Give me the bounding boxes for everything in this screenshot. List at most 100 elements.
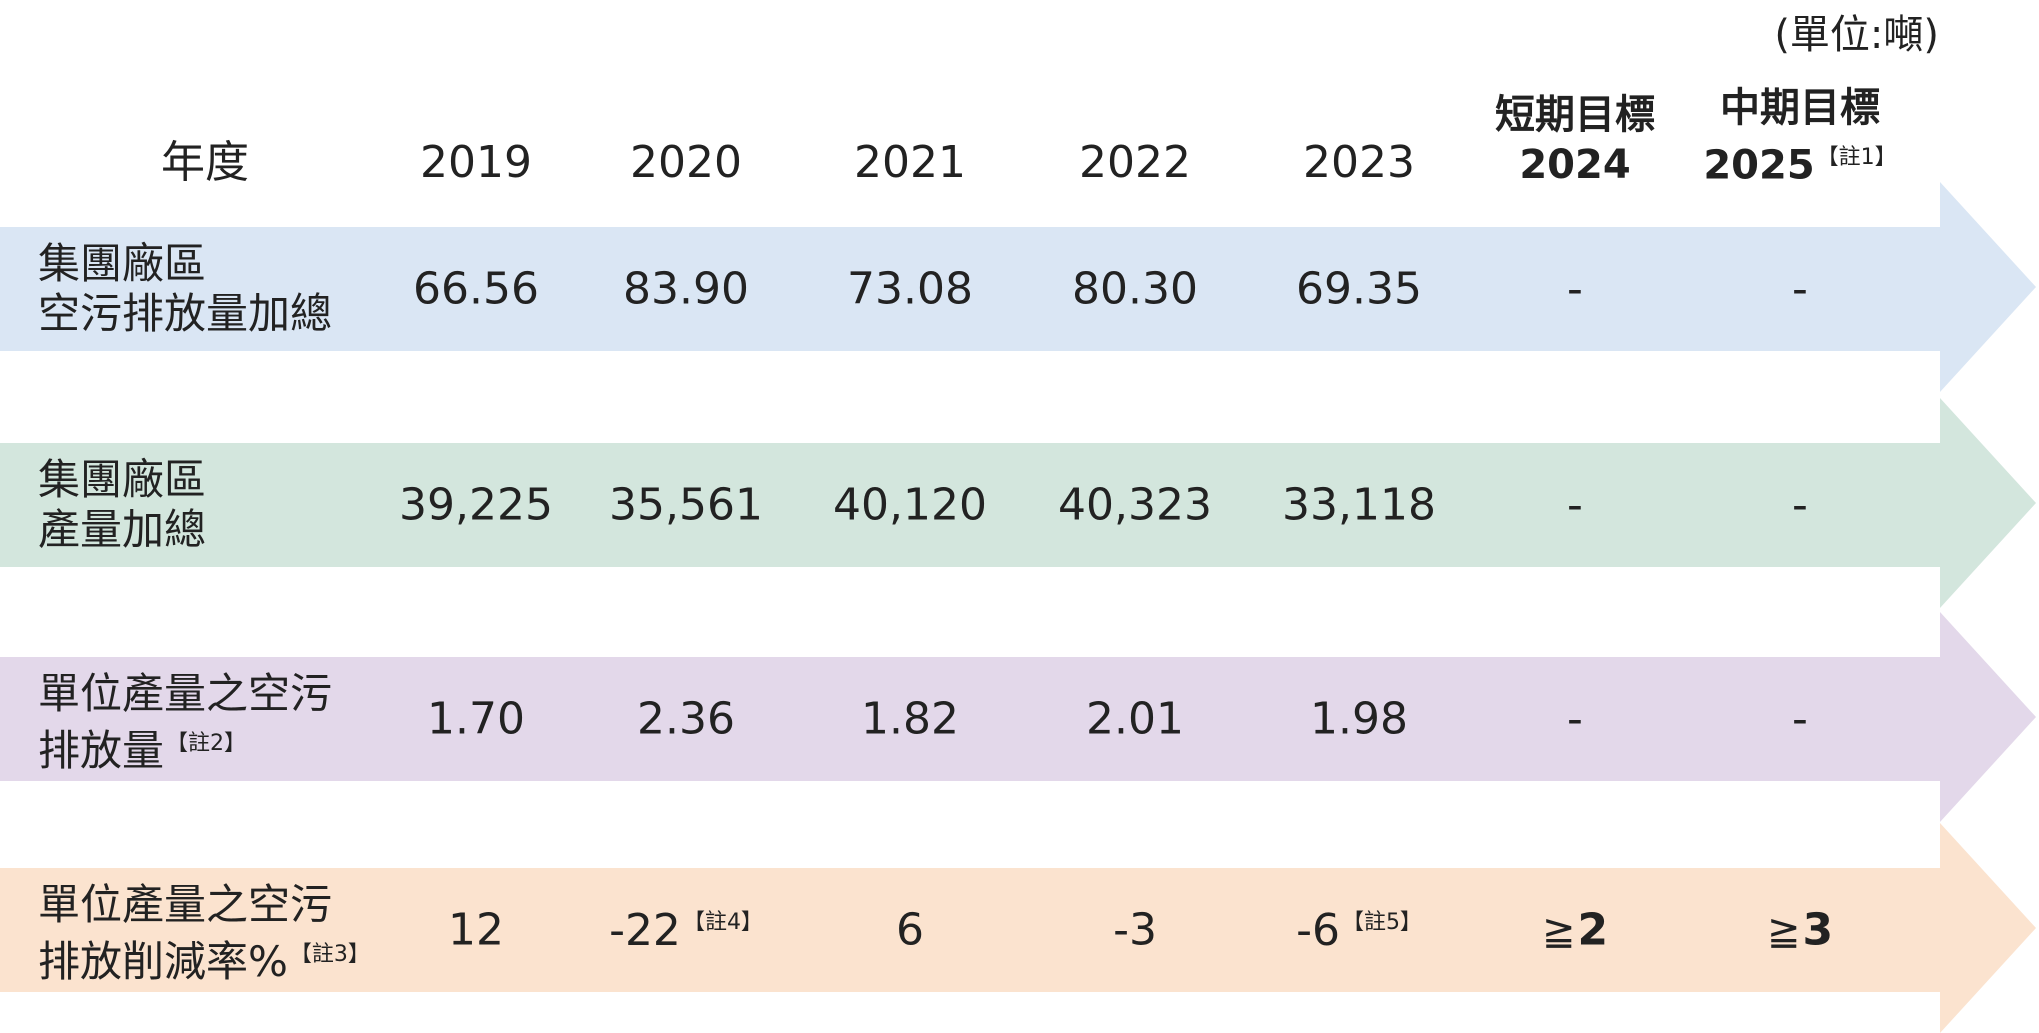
value-text: 6 <box>896 904 924 956</box>
value-cell: 83.90 <box>623 264 749 315</box>
value-text: 66.56 <box>413 263 539 315</box>
value-text: 69.35 <box>1296 263 1422 315</box>
value-cell: - <box>1792 480 1808 531</box>
year-2022-header: 2022 <box>1079 137 1191 188</box>
row-label-line1: 集團廠區 <box>38 239 207 288</box>
row-label-line1: 單位產量之空污 <box>38 669 333 718</box>
table-header: 年度 2019 2020 2021 2022 2023 短期目標 2024 中期… <box>0 70 2039 190</box>
value-text: 40,120 <box>833 479 987 531</box>
value-text: - <box>1567 479 1583 531</box>
unit-note: (單位:噸) <box>1774 12 1939 58</box>
value-text: 3 <box>1802 904 1834 956</box>
row-label-note: 【註2】 <box>166 731 247 756</box>
value-cell: - <box>1567 694 1583 745</box>
value-text: 1.70 <box>427 693 525 745</box>
year-2019-header: 2019 <box>420 137 532 188</box>
mid-term-target-label: 中期目標 <box>1719 84 1880 131</box>
arrow-band-shape <box>0 823 2036 1033</box>
row-label-line1: 集團廠區 <box>38 455 207 504</box>
row-label: 集團廠區 產量加總 <box>38 455 206 555</box>
row-label: 集團廠區 空污排放量加總 <box>38 239 332 339</box>
value-cell: 1.98 <box>1310 694 1408 745</box>
value-cell: 80.30 <box>1072 264 1198 315</box>
value-text: 2.01 <box>1086 693 1184 745</box>
value-cell: 6 <box>896 905 924 956</box>
value-cell: ≧3 <box>1767 905 1833 956</box>
value-text: 35,561 <box>609 479 763 531</box>
row-label: 單位產量之空污 排放量【註2】 <box>38 669 332 776</box>
value-text: 2.36 <box>637 693 735 745</box>
value-text: -3 <box>1113 904 1157 956</box>
value-text: - <box>1567 693 1583 745</box>
arrow-band-shape <box>0 182 2036 392</box>
value-text: 1.82 <box>861 693 959 745</box>
arrow-band-fill <box>0 398 2036 608</box>
value-note: 【註4】 <box>682 910 763 936</box>
value-text: 73.08 <box>847 263 973 315</box>
value-cell: - <box>1567 264 1583 315</box>
value-cell: - <box>1792 694 1808 745</box>
value-cell: 39,225 <box>399 480 553 531</box>
mid-term-target-year: 2025 <box>1703 142 1815 188</box>
air-pollution-total-row: 集團廠區 空污排放量加總 66.56 83.90 73.08 80.30 69.35 - - <box>0 182 2039 392</box>
short-term-target-year: 2024 <box>1519 142 1631 188</box>
arrow-band-fill <box>0 182 2036 392</box>
value-cell: -22【註4】 <box>609 904 763 956</box>
value-text: -6 <box>1296 904 1340 956</box>
value-cell: -6【註5】 <box>1296 904 1422 956</box>
year-2021-header: 2021 <box>854 137 966 188</box>
mid-term-target-header: 中期目標 2025【註1】 <box>1703 83 1896 190</box>
value-text: - <box>1792 693 1808 745</box>
geq-symbol: ≧ <box>1766 908 1801 955</box>
value-cell: -3 <box>1113 905 1157 956</box>
value-cell: - <box>1567 480 1583 531</box>
value-text: - <box>1792 479 1808 531</box>
value-cell: 33,118 <box>1282 480 1436 531</box>
year-2020-header: 2020 <box>630 137 742 188</box>
value-text: 12 <box>448 904 504 956</box>
arrow-band-shape <box>0 398 2036 608</box>
value-text: 80.30 <box>1072 263 1198 315</box>
row-label-note: 【註3】 <box>289 942 370 967</box>
geq-symbol: ≧ <box>1541 908 1576 955</box>
value-cell: 40,120 <box>833 480 987 531</box>
value-cell: 69.35 <box>1296 264 1422 315</box>
value-cell: 2.36 <box>637 694 735 745</box>
arrow-band-fill <box>0 823 2036 1033</box>
value-cell: 66.56 <box>413 264 539 315</box>
mid-term-target-year-line: 2025【註1】 <box>1703 133 1896 190</box>
value-cell: 1.70 <box>427 694 525 745</box>
emission-per-unit-row: 單位產量之空污 排放量【註2】 1.70 2.36 1.82 2.01 1.98 - - <box>0 612 2039 822</box>
value-text: 83.90 <box>623 263 749 315</box>
production-total-row: 集團廠區 產量加總 39,225 35,561 40,120 40,323 33,118 - - <box>0 398 2039 608</box>
row-label-line1: 單位產量之空污 <box>38 880 333 929</box>
value-text: - <box>1567 263 1583 315</box>
value-text: 2 <box>1577 904 1609 956</box>
value-cell: 73.08 <box>847 264 973 315</box>
mid-term-target-note: 【註1】 <box>1816 144 1897 170</box>
row-label-line2: 排放削減率%【註3】 <box>38 937 370 986</box>
value-cell: 2.01 <box>1086 694 1184 745</box>
value-text: 1.98 <box>1310 693 1408 745</box>
row-label-line2: 空污排放量加總 <box>38 289 333 338</box>
year-2023-header: 2023 <box>1303 137 1415 188</box>
value-cell: 12 <box>448 905 504 956</box>
value-text: 39,225 <box>399 479 553 531</box>
value-cell: ≧2 <box>1542 905 1608 956</box>
row-label: 單位產量之空污 排放削減率%【註3】 <box>38 880 370 987</box>
short-term-target-header: 短期目標 2024 <box>1495 90 1655 190</box>
value-cell: 1.82 <box>861 694 959 745</box>
value-cell: 35,561 <box>609 480 763 531</box>
value-text: 33,118 <box>1282 479 1436 531</box>
reduction-rate-row: 單位產量之空污 排放削減率%【註3】 12 -22【註4】 6 -3 -6【註5】 ≧2 ≧3 <box>0 823 2039 1033</box>
arrow-band-shape <box>0 612 2036 822</box>
row-label-line2: 排放量【註2】 <box>38 726 247 775</box>
arrow-band-fill <box>0 612 2036 822</box>
value-text: -22 <box>609 904 681 956</box>
short-term-target-label: 短期目標 <box>1495 92 1655 138</box>
value-cell: - <box>1792 264 1808 315</box>
value-text: - <box>1792 263 1808 315</box>
year-column-label: 年度 <box>161 137 249 188</box>
row-label-line2: 產量加總 <box>38 505 207 554</box>
value-cell: 40,323 <box>1058 480 1212 531</box>
